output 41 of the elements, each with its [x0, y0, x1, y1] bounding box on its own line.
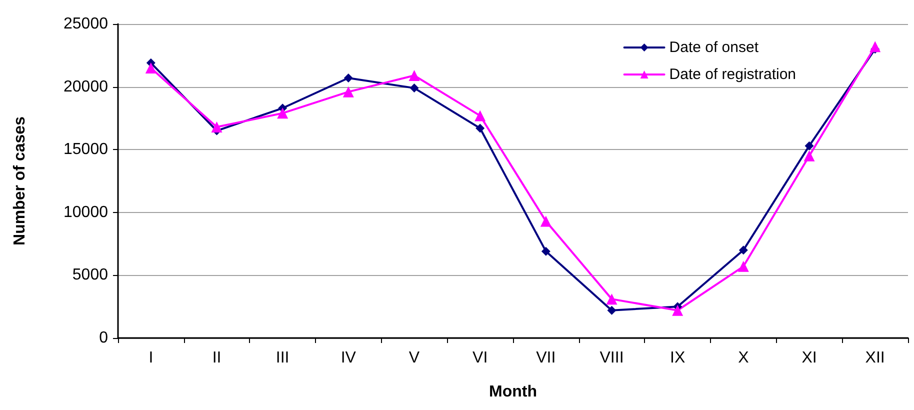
- x-tick-label: I: [148, 350, 154, 366]
- x-tick-label: VI: [472, 350, 488, 366]
- y-tick-label: 15000: [64, 141, 108, 158]
- point: [607, 306, 616, 315]
- point: [540, 216, 552, 227]
- point: [672, 304, 684, 316]
- x-tick-label: III: [276, 350, 290, 366]
- point: [145, 62, 156, 74]
- point: [738, 260, 749, 272]
- point: [870, 41, 881, 52]
- x-axis-title: Month: [489, 384, 537, 400]
- x-tick-label: IX: [670, 350, 686, 366]
- y-tick-label: 0: [99, 330, 108, 346]
- point: [277, 108, 288, 119]
- x-tick-label: XII: [865, 350, 885, 366]
- y-tick-label: 20000: [64, 78, 108, 96]
- point: [211, 121, 222, 132]
- point: [408, 70, 420, 81]
- point: [804, 150, 815, 162]
- legend-label: Date of registration: [669, 66, 796, 83]
- x-tick-label: XI: [802, 350, 817, 366]
- point: [804, 141, 814, 150]
- point: [738, 246, 748, 255]
- point: [342, 86, 354, 98]
- y-tick-label: 25000: [64, 16, 108, 32]
- point: [474, 110, 486, 122]
- legend-label: Date of onset: [669, 39, 760, 56]
- point: [541, 246, 550, 256]
- x-tick-label: VII: [536, 350, 556, 366]
- x-tick-label: II: [212, 350, 222, 366]
- y-axis-title: Number of cases: [12, 116, 28, 246]
- y-tick-label: 5000: [72, 266, 108, 284]
- x-tick-label: X: [738, 350, 750, 366]
- point: [344, 74, 353, 83]
- point: [476, 124, 485, 133]
- x-tick-label: VIII: [600, 350, 624, 366]
- point: [410, 84, 419, 93]
- point: [606, 294, 618, 305]
- x-tick-label: IV: [340, 350, 356, 366]
- x-tick-label: V: [408, 350, 420, 366]
- y-tick-label: 10000: [64, 204, 108, 221]
